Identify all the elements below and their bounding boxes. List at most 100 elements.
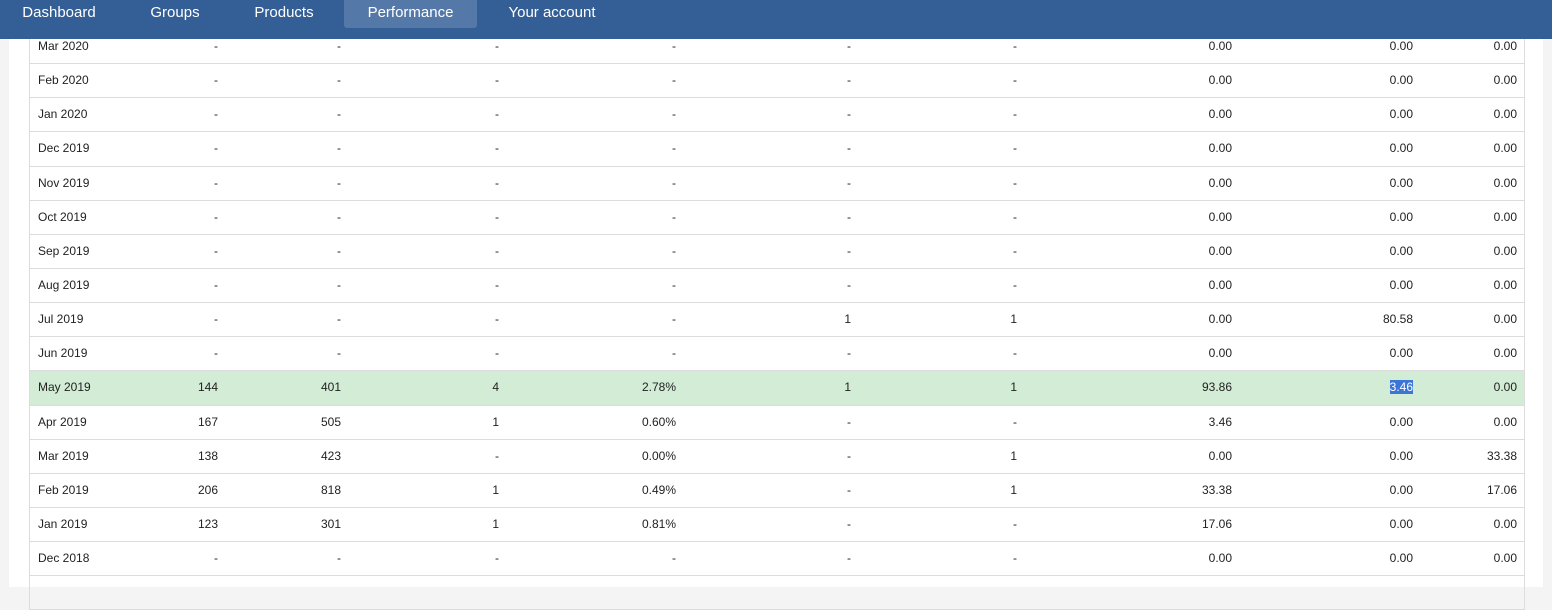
col4-cell: -: [672, 235, 676, 268]
cell-value: Dec 2019: [38, 141, 90, 156]
month-cell: Feb 2020: [38, 64, 89, 97]
cell-value: -: [672, 346, 676, 361]
col6-cell: -: [1013, 269, 1017, 302]
month-cell: Dec 2019: [38, 132, 89, 165]
content-panel: Mar 2020 - - - - - - 0.00 0.00 0.00 Feb 2020 - - - - - -…: [9, 30, 1543, 610]
col6-cell: -: [1013, 132, 1017, 165]
col2-cell: -: [337, 201, 341, 234]
table-row[interactable]: Oct 2019 - - - - - - 0.00 0.00 0.00: [30, 201, 1524, 235]
col4-cell: 0.60%: [642, 406, 676, 439]
table-row[interactable]: Apr 2019 167 505 1 0.60% - - 3.46 0.00 0.00: [30, 406, 1524, 440]
cell-value: 0.00: [1493, 243, 1517, 258]
table-row[interactable]: Dec 2019 - - - - - - 0.00 0.00 0.00: [30, 132, 1524, 167]
cell-value: 167: [197, 414, 218, 429]
cell-value: 0.00: [1493, 516, 1517, 531]
table-row[interactable]: Feb 2019 206 818 1 0.49% - 1 33.38 0.00 17.06: [30, 474, 1524, 508]
col5-cell: -: [847, 30, 851, 63]
col5-cell: -: [847, 508, 851, 541]
table-row[interactable]: [30, 576, 1524, 610]
col8-cell: 0.00: [1390, 440, 1413, 473]
cell-value: -: [214, 107, 218, 122]
cell-value: -: [337, 39, 341, 53]
cell-value: 1: [844, 312, 851, 327]
cell-value: 0.00: [1493, 39, 1517, 53]
col4-cell: 0.81%: [642, 508, 676, 541]
table-row[interactable]: Sep 2019 - - - - - - 0.00 0.00 0.00: [30, 235, 1524, 269]
col2-cell: -: [337, 542, 341, 575]
col2-cell: 505: [321, 406, 341, 439]
col3-cell: -: [495, 201, 499, 234]
col4-cell: -: [672, 201, 676, 234]
month-cell: Jul 2019: [38, 303, 83, 336]
col8-cell: 0.00: [1390, 64, 1413, 97]
cell-value: -: [214, 346, 218, 361]
cell-value: 505: [320, 414, 341, 429]
cell-value: -: [214, 39, 218, 53]
col2-cell: -: [337, 303, 341, 336]
cell-value: -: [672, 73, 676, 88]
col3-cell: -: [495, 303, 499, 336]
cell-value: 138: [197, 448, 218, 463]
col4-cell: -: [672, 337, 676, 370]
col1-cell: -: [214, 30, 218, 63]
cell-value: -: [337, 346, 341, 361]
col9-cell: 0.00: [1494, 64, 1517, 97]
cell-value: 1: [492, 414, 499, 429]
cell-value: 80.58: [1382, 312, 1413, 327]
col7-cell: 0.00: [1209, 440, 1232, 473]
nav-your-account[interactable]: Your account: [508, 4, 596, 21]
col9-cell: 0.00: [1494, 269, 1517, 302]
table-row[interactable]: Mar 2019 138 423 - 0.00% - 1 0.00 0.00 33.38: [30, 440, 1524, 474]
cell-value: 0.00%: [641, 448, 676, 463]
cell-value: -: [337, 243, 341, 258]
col6-cell: -: [1013, 337, 1017, 370]
col3-cell: -: [495, 30, 499, 63]
cell-value: 0.00: [1493, 551, 1517, 566]
nav-dashboard[interactable]: Dashboard: [22, 4, 96, 21]
cell-value: 1: [492, 516, 499, 531]
cell-value: 0.00: [1493, 380, 1517, 395]
cell-value: 93.86: [1201, 380, 1232, 395]
table-row[interactable]: Jun 2019 - - - - - - 0.00 0.00 0.00: [30, 337, 1524, 372]
cell-value: -: [214, 141, 218, 156]
col7-cell: 0.00: [1209, 235, 1232, 268]
cell-value: 0.00: [1208, 209, 1232, 224]
col6-cell: -: [1013, 508, 1017, 541]
table-row[interactable]: Dec 2018 - - - - - - 0.00 0.00 0.00: [30, 542, 1524, 577]
col9-cell: 0.00: [1494, 201, 1517, 234]
cell-value: Jan 2020: [38, 107, 88, 122]
table-row[interactable]: Aug 2019 - - - - - - 0.00 0.00 0.00: [30, 269, 1524, 304]
col8-cell: 0.00: [1390, 167, 1413, 200]
table-row[interactable]: Jan 2019 123 301 1 0.81% - - 17.06 0.00 0.00: [30, 508, 1524, 543]
col8-cell: 0.00: [1390, 235, 1413, 268]
nav-performance[interactable]: Performance: [344, 0, 477, 28]
cell-value: -: [847, 551, 851, 566]
col1-cell: -: [214, 303, 218, 336]
table-row[interactable]: Jan 2020 - - - - - - 0.00 0.00 0.00: [30, 98, 1524, 133]
cell-value: -: [495, 346, 499, 361]
table-row[interactable]: Mar 2020 - - - - - - 0.00 0.00 0.00: [30, 30, 1524, 65]
cell-value: -: [672, 141, 676, 156]
cell-value: 0.00: [1208, 551, 1232, 566]
table-row[interactable]: Feb 2020 - - - - - - 0.00 0.00 0.00: [30, 64, 1524, 99]
col9-cell: 0.00: [1494, 406, 1517, 439]
col2-cell: -: [337, 269, 341, 302]
cell-value: -: [495, 243, 499, 258]
cell-value: 0.00: [1493, 346, 1517, 361]
col7-cell: 0.00: [1209, 132, 1232, 165]
table-row[interactable]: Nov 2019 - - - - - - 0.00 0.00 0.00: [30, 167, 1524, 201]
col7-cell: 0.00: [1209, 269, 1232, 302]
table-row[interactable]: Jul 2019 - - - - 1 1 0.00 80.58 0.00: [30, 303, 1524, 338]
cell-value: -: [1013, 516, 1017, 531]
table-row[interactable]: May 2019 144 401 4 2.78% 1 1 93.86 3.46 0.00: [30, 371, 1524, 406]
month-cell: Dec 2018: [38, 542, 89, 575]
col8-cell: 0.00: [1390, 269, 1413, 302]
nav-groups[interactable]: Groups: [150, 4, 200, 21]
month-cell: Aug 2019: [38, 269, 89, 302]
col7-cell: 0.00: [1209, 337, 1232, 370]
col8-cell: 0.00: [1390, 542, 1413, 575]
cell-value: 0.00: [1389, 551, 1413, 566]
cell-value: Feb 2020: [38, 73, 89, 88]
col5-cell: -: [847, 542, 851, 575]
nav-products[interactable]: Products: [254, 4, 314, 21]
